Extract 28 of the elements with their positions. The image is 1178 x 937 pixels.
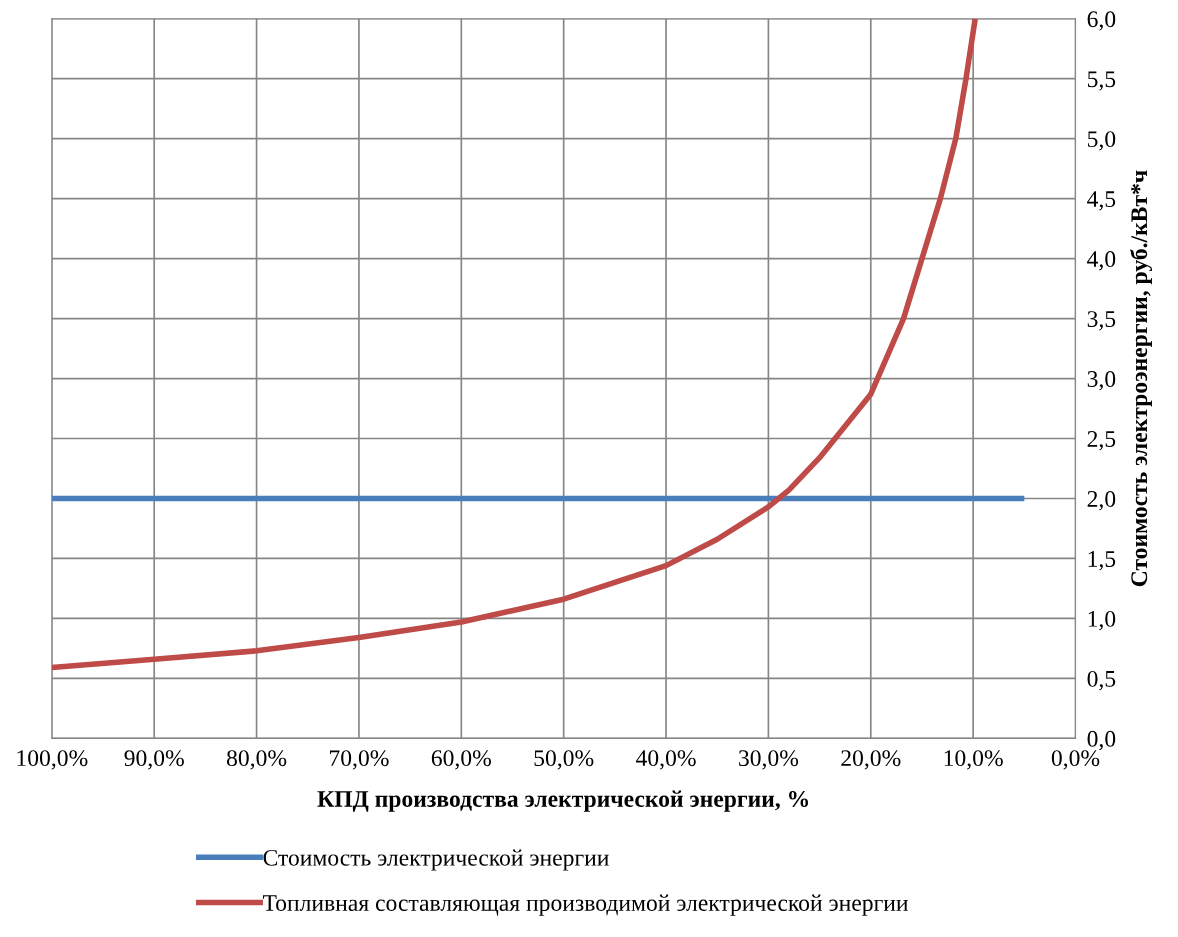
x-tick-label: 100,0% (17, 750, 88, 770)
y-tick-label: 5,0 (1088, 131, 1116, 151)
y-axis-title: Стоимость электроэнергии, руб./кВт*ч (1130, 170, 1153, 587)
legend-label: Стоимость электрической энергии (263, 849, 609, 871)
x-tick-label: 10,0% (944, 750, 1003, 770)
x-tick-label: 0,0% (1051, 750, 1100, 770)
x-tick-label: 50,0% (534, 750, 594, 770)
y-tick-label: 3,5 (1087, 311, 1116, 331)
y-tick-label: 2,5 (1087, 431, 1116, 451)
y-tick-label: 0,5 (1087, 670, 1116, 691)
y-tick-label: 0,0 (1087, 730, 1116, 751)
x-tick-label: 40,0% (636, 750, 696, 770)
y-tick-label: 3,0 (1087, 371, 1116, 391)
y-tick-label: 2,0 (1087, 490, 1116, 511)
y-tick-label: 5,5 (1088, 71, 1116, 91)
y-tick-label: 1,0 (1088, 610, 1116, 631)
legend-label: Топливная составляющая производимой электрической энергии (262, 894, 908, 916)
x-tick-label: 70,0% (330, 750, 389, 770)
x-axis-title: КПД производства электрической энергии, % (317, 790, 809, 812)
x-tick-label: 90,0% (124, 750, 184, 770)
x-tick-label: 80,0% (226, 750, 287, 770)
y-tick-label: 4,0 (1087, 251, 1116, 271)
x-tick-label: 30,0% (739, 750, 799, 770)
y-tick-label: 6,0 (1087, 11, 1116, 31)
x-tick-label: 60,0% (431, 750, 491, 770)
x-tick-label: 20,0% (841, 750, 901, 770)
y-tick-label: 1,5 (1088, 551, 1116, 571)
y-tick-label: 4,5 (1087, 191, 1116, 211)
